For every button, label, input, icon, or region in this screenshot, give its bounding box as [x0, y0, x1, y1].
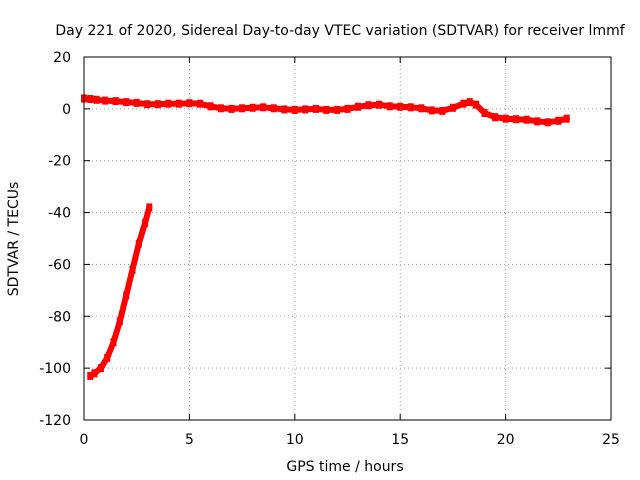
data-point: [418, 104, 425, 113]
data-point: [146, 203, 153, 212]
x-tick-label: 20: [497, 432, 515, 448]
y-tick-label: -100: [39, 361, 71, 377]
data-point: [87, 95, 94, 103]
data-point: [249, 103, 256, 112]
data-point: [534, 117, 541, 126]
data-point: [397, 102, 404, 111]
data-point: [135, 239, 142, 248]
ticks: 0 5 10 15 20 25 -120 -100 -80 -60 -40 -20 0 20: [39, 50, 620, 448]
data-point: [144, 100, 151, 109]
y-tick-label: -40: [48, 206, 71, 222]
chart-title: Day 221 of 2020, Sidereal Day-to-day VTE…: [55, 23, 625, 39]
data-point: [165, 99, 172, 108]
data-point: [97, 364, 104, 373]
data-point: [428, 106, 435, 115]
y-tick-label: 0: [62, 102, 71, 118]
data-point: [481, 109, 488, 117]
data-point: [473, 100, 480, 109]
y-tick-label: -60: [48, 257, 71, 273]
data-point: [407, 103, 414, 112]
y-axis-label: SDTVAR / TECUs: [6, 182, 22, 297]
data-point: [196, 99, 203, 108]
data-point: [334, 105, 340, 114]
data-point: [513, 115, 520, 124]
data-point: [523, 115, 530, 124]
data-point: [142, 218, 149, 227]
data-point: [228, 104, 235, 113]
data-point: [365, 101, 372, 110]
plot-frame: [83, 56, 612, 421]
x-tick-label: 0: [80, 432, 89, 448]
y-tick-label: -20: [48, 154, 71, 170]
data-point: [104, 353, 111, 362]
data-point: [291, 105, 298, 114]
data-point: [175, 99, 182, 108]
data-point: [312, 104, 319, 113]
data-point: [93, 95, 100, 104]
series-layer: [81, 94, 570, 380]
data-point: [544, 118, 551, 127]
data-point: [116, 317, 123, 326]
data-point: [555, 116, 562, 125]
data-point: [129, 265, 136, 274]
y-tick-label: -80: [48, 309, 71, 325]
y-tick-label: -120: [39, 413, 71, 429]
data-point: [186, 99, 193, 108]
data-point: [112, 97, 119, 106]
data-point: [344, 104, 351, 113]
data-point: [270, 104, 277, 113]
data-point: [563, 114, 570, 123]
data-point: [460, 99, 467, 108]
data-point: [102, 96, 109, 105]
data-point: [439, 106, 446, 115]
x-tick-label: 5: [185, 432, 194, 448]
data-point: [123, 98, 130, 107]
data-point: [376, 100, 383, 109]
data-point: [323, 105, 330, 114]
data-point: [492, 113, 499, 122]
data-point: [260, 103, 267, 112]
data-point: [355, 102, 361, 111]
data-point: [466, 98, 473, 107]
data-point: [110, 338, 117, 347]
data-point: [218, 104, 224, 113]
data-point: [239, 104, 246, 113]
x-tick-label: 25: [602, 432, 620, 448]
x-tick-label: 15: [391, 432, 409, 448]
x-axis-label: GPS time / hours: [286, 459, 403, 475]
data-point: [302, 105, 309, 114]
data-point: [91, 369, 98, 378]
data-point: [87, 371, 94, 380]
y-tick-label: 20: [53, 50, 71, 66]
x-tick-label: 10: [286, 432, 304, 448]
data-point: [207, 102, 214, 111]
data-point: [133, 98, 140, 107]
data-point: [154, 100, 161, 109]
data-point: [386, 102, 393, 111]
data-point: [281, 105, 288, 114]
data-point: [502, 114, 509, 123]
data-point: [123, 291, 130, 300]
data-point: [449, 103, 456, 112]
